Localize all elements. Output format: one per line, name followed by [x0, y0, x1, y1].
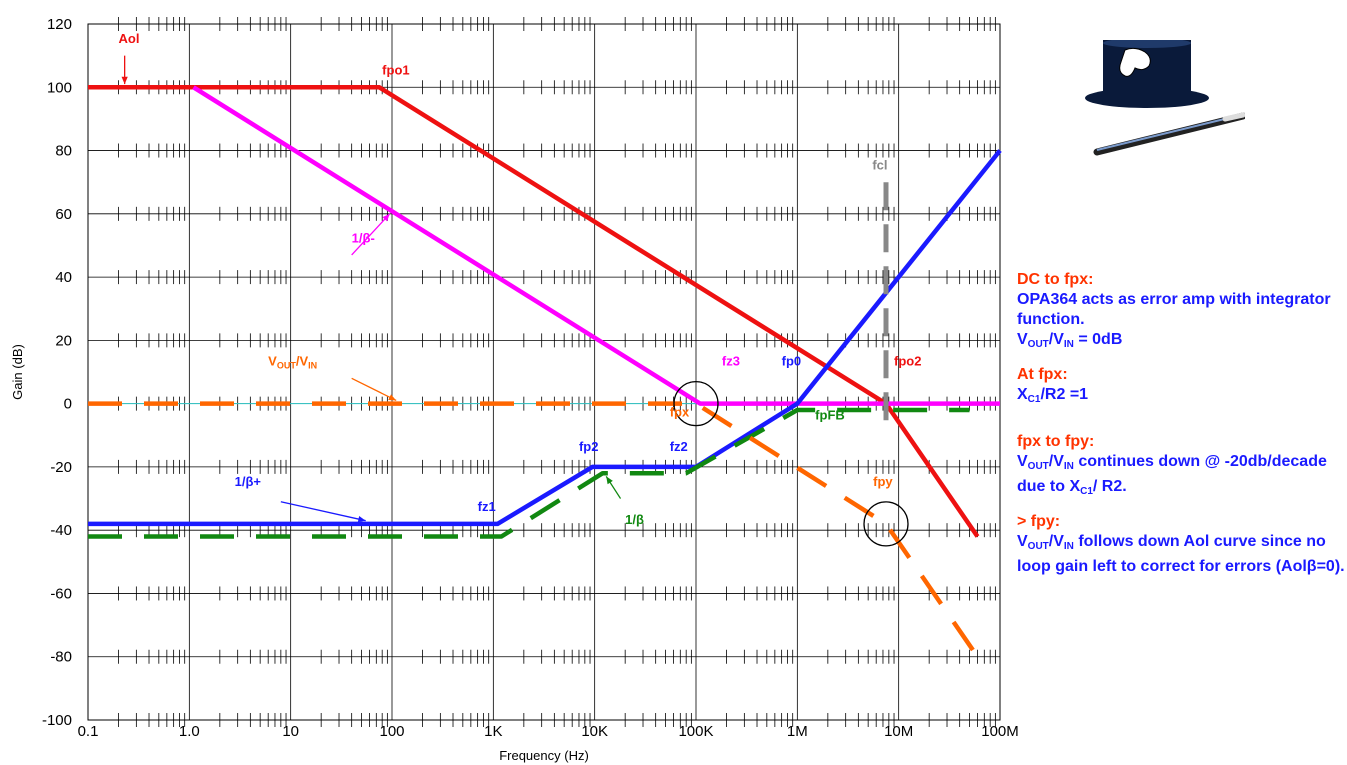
curve-label: fpo1	[382, 63, 409, 78]
note-fpy-c1: C1	[1080, 486, 1093, 497]
note-gt-v: V	[1017, 533, 1028, 550]
x-tick-label: 100	[379, 723, 404, 740]
inv-beta-plus-arrow	[280, 501, 366, 522]
note-fpx-head: At fpx:	[1017, 366, 1068, 383]
y-tick-label: 0	[64, 396, 72, 413]
vout-vin-arrow	[351, 377, 397, 402]
series-inv_beta_plus	[88, 149, 1002, 527]
x-tick-label: 0.1	[78, 723, 99, 740]
curve-label: fp0	[782, 354, 802, 369]
note-fpx-fpy-head: fpx to fpy:	[1017, 433, 1095, 450]
note-fpx-c1: C1	[1027, 394, 1041, 405]
series-inv_beta	[88, 407, 970, 539]
curve-label: fz1	[478, 499, 496, 514]
curve-label: fcl	[872, 158, 887, 173]
note-gt-fpy-head: > fpy:	[1017, 513, 1061, 530]
y-tick-label: -80	[50, 649, 72, 666]
note-fpx-x: X	[1017, 386, 1028, 403]
y-tick-label: 100	[47, 79, 72, 96]
curve-label: Aol	[119, 31, 140, 46]
y-axis-title: Gain (dB)	[10, 344, 25, 400]
note-gt-in: IN	[1063, 541, 1074, 552]
note-fpx-tail: /R2 =1	[1040, 386, 1089, 403]
x-tick-label: 10M	[884, 723, 913, 740]
note-dc-mid: /V	[1048, 331, 1064, 348]
y-tick-label: -40	[50, 522, 72, 539]
note-fpy-mid: /V	[1048, 453, 1064, 470]
x-tick-label: 1.0	[179, 723, 200, 740]
x-axis-title: Frequency (Hz)	[499, 748, 589, 763]
highlight-circle	[673, 380, 719, 427]
vout-vin-label: VOUT/VIN	[268, 354, 317, 371]
series-vout_vin	[88, 401, 980, 658]
note-fpx-body: XC1/R2 =1	[1017, 385, 1347, 410]
y-tick-label: 40	[55, 269, 72, 286]
y-tick-label: 60	[55, 206, 72, 223]
curve-label: 1/β	[625, 512, 644, 527]
curve-label: fz2	[670, 439, 688, 454]
curve-label: fpo2	[894, 354, 921, 369]
note-dc-body: OPA364 acts as error amp with integrator…	[1017, 290, 1347, 355]
note-gt-out: OUT	[1027, 541, 1049, 552]
y-tick-label: -60	[50, 585, 72, 602]
y-tick-label: -100	[42, 712, 72, 729]
note-dc-head: DC to fpx:	[1017, 271, 1094, 288]
y-tick-label: 120	[47, 16, 72, 33]
series-aol	[88, 85, 980, 538]
series-inv_beta_minus	[192, 85, 1000, 406]
note-dc-body-text: OPA364 acts as error amp with integrator…	[1017, 291, 1331, 328]
x-tick-label: 10K	[581, 723, 608, 740]
highlight-circle	[863, 501, 909, 547]
note-fpx-fpy-body: VOUT/VIN continues down @ -20db/decade d…	[1017, 452, 1347, 502]
y-tick-label: 80	[55, 143, 72, 160]
note-gt-mid: /V	[1048, 533, 1064, 550]
curve-label: fpFB	[815, 407, 845, 422]
x-tick-label: 10	[282, 723, 299, 740]
note-dc-v: V	[1017, 331, 1028, 348]
magic-hat-icon	[1085, 38, 1247, 160]
note-fpy-tail2: / R2.	[1092, 478, 1127, 495]
note-gt-tail: follows down Aol curve since no loop gai…	[1017, 533, 1345, 575]
y-tick-label: -20	[50, 459, 72, 476]
x-tick-label: 1K	[484, 723, 502, 740]
annotation-notes: DC to fpx: OPA364 acts as error amp with…	[1017, 270, 1347, 577]
y-tick-label: 20	[55, 332, 72, 349]
x-tick-label: 1M	[787, 723, 808, 740]
note-gt-fpy-body: VOUT/VIN follows down Aol curve since no…	[1017, 532, 1347, 577]
note-fpy-out: OUT	[1027, 461, 1049, 472]
note-fpy-v: V	[1017, 453, 1028, 470]
inv-beta-minus-arrow	[351, 213, 391, 256]
curve-label: fz3	[722, 354, 740, 369]
curve-label: fp2	[579, 439, 599, 454]
aol-arrow-head	[121, 76, 128, 85]
curve-label: fpy	[873, 474, 893, 489]
note-dc-out: OUT	[1027, 339, 1049, 350]
curve-label: 1/β-	[352, 230, 375, 245]
plot-frame	[87, 23, 1001, 721]
note-fpy-in: IN	[1063, 461, 1074, 472]
vout-vin-arrow-head	[388, 394, 397, 401]
inv-beta-plus-arrow-head	[357, 516, 366, 523]
inv-beta-minus-arrow-head	[382, 213, 390, 222]
x-tick-label: 100K	[678, 723, 713, 740]
curve-label: 1/β+	[235, 474, 262, 489]
note-dc-in: IN	[1063, 339, 1074, 350]
curve-label: fpx	[670, 404, 690, 419]
note-fpy-tail: continues down @ -20db/decade due to X	[1017, 453, 1327, 495]
note-dc-tail: = 0dB	[1073, 331, 1123, 348]
x-tick-label: 100M	[981, 723, 1019, 740]
inv-beta-arrow-head	[606, 476, 613, 485]
